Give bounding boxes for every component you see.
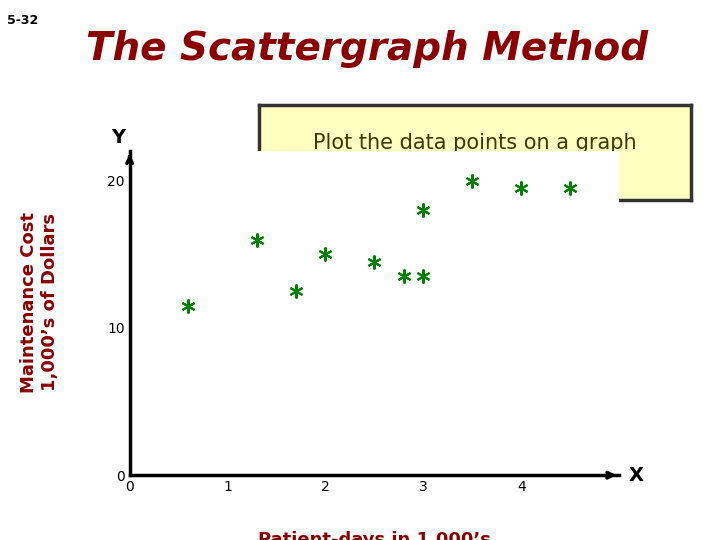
Text: Y: Y <box>111 128 125 147</box>
Text: X: X <box>629 465 644 485</box>
Text: 5-32: 5-32 <box>7 14 38 26</box>
Text: The Scattergraph Method: The Scattergraph Method <box>86 30 649 68</box>
Text: (total cost vs. activity).: (total cost vs. activity). <box>355 166 595 186</box>
Text: Plot the data points on a graph: Plot the data points on a graph <box>313 133 637 153</box>
Text: Patient-days in 1,000’s: Patient-days in 1,000’s <box>258 531 491 540</box>
Text: Maintenance Cost
1,000’s of Dollars: Maintenance Cost 1,000’s of Dollars <box>20 212 59 393</box>
